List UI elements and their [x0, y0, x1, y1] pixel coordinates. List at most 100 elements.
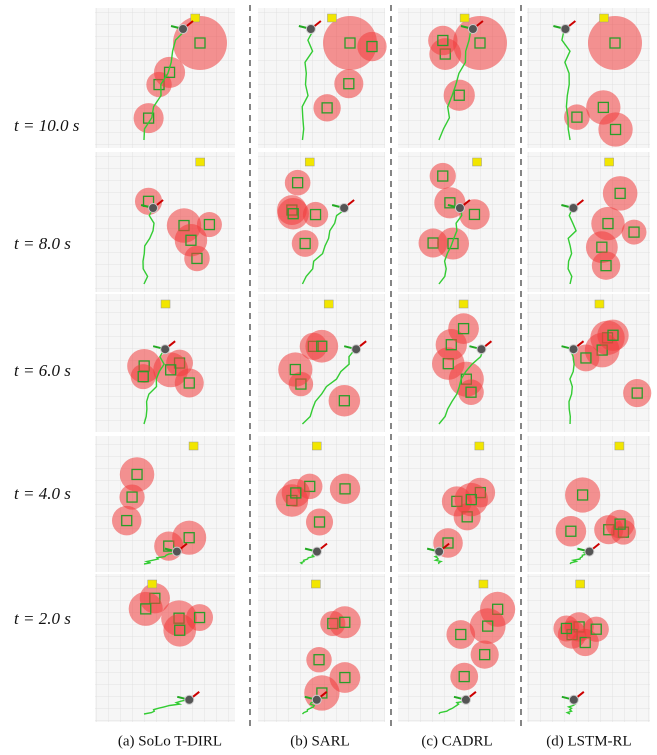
- human-area: [175, 224, 207, 256]
- human-area: [292, 230, 319, 257]
- human-area: [597, 320, 628, 351]
- robot: [312, 547, 321, 556]
- figure: t = 10.0 st = 8.0 st = 6.0 st = 4.0 st =…: [0, 0, 657, 755]
- human-area: [154, 57, 185, 88]
- robot: [569, 345, 578, 354]
- robot: [455, 204, 464, 213]
- goal: [327, 14, 336, 22]
- human-area: [163, 614, 196, 647]
- snapshot: [527, 294, 651, 432]
- human-area: [622, 220, 647, 245]
- robot: [161, 345, 170, 354]
- goal: [148, 580, 157, 588]
- human-area: [556, 516, 587, 547]
- human-area: [306, 508, 333, 535]
- human-area: [588, 16, 642, 70]
- snapshot: [527, 436, 650, 572]
- goal: [189, 442, 198, 450]
- snapshot: [398, 8, 515, 148]
- goal: [473, 158, 482, 166]
- human-area: [285, 170, 311, 196]
- goal: [324, 300, 333, 308]
- robot: [461, 695, 470, 704]
- human-area: [584, 617, 609, 642]
- goal: [312, 442, 321, 450]
- snapshot: [398, 574, 515, 722]
- robot: [569, 695, 578, 704]
- goal: [479, 580, 488, 588]
- human-area: [334, 69, 363, 98]
- column-caption: (a) SoLo T-DIRL: [118, 733, 222, 749]
- goal: [459, 300, 468, 308]
- human-area: [303, 202, 328, 227]
- row-label: t = 6.0 s: [14, 361, 71, 380]
- robot: [477, 345, 486, 354]
- human-area: [437, 228, 469, 260]
- snapshot: [258, 152, 385, 292]
- human-area: [329, 606, 361, 638]
- snapshot: [398, 436, 515, 572]
- row-label: t = 10.0 s: [14, 116, 80, 135]
- snapshot: [95, 152, 235, 292]
- goal: [605, 158, 614, 166]
- goal: [460, 14, 469, 22]
- human-area: [603, 176, 638, 211]
- goal: [475, 442, 484, 450]
- human-area: [282, 479, 310, 507]
- robot: [306, 25, 315, 34]
- robot: [149, 204, 158, 213]
- snapshot: [258, 294, 385, 432]
- human-area: [606, 510, 635, 539]
- goal: [599, 14, 608, 22]
- goal: [305, 158, 314, 166]
- human-area: [428, 26, 457, 55]
- human-area: [173, 16, 227, 70]
- snapshot: [95, 294, 235, 432]
- human-area: [450, 663, 478, 691]
- column-caption: (d) LSTM-RL: [546, 733, 631, 749]
- panels: [95, 8, 651, 722]
- robot: [468, 25, 477, 34]
- robot: [569, 204, 578, 213]
- robot: [340, 204, 349, 213]
- human-area: [470, 608, 506, 644]
- human-area: [592, 251, 620, 279]
- robot: [312, 695, 321, 704]
- human-area: [112, 506, 142, 536]
- snapshot: [258, 8, 387, 148]
- goal: [595, 300, 604, 308]
- human-area: [623, 379, 651, 407]
- snapshot: [95, 436, 235, 572]
- row-label: t = 2.0 s: [14, 609, 71, 628]
- human-area: [430, 163, 456, 189]
- human-area: [305, 330, 338, 363]
- robot: [185, 695, 194, 704]
- human-area: [458, 379, 484, 405]
- goal: [311, 580, 320, 588]
- snapshot: [398, 152, 515, 292]
- human-area: [586, 90, 620, 124]
- human-area: [134, 103, 164, 133]
- snapshot: [398, 294, 515, 432]
- human-area: [129, 592, 163, 626]
- snapshot: [527, 8, 650, 148]
- human-area: [591, 207, 624, 240]
- human-area: [357, 32, 386, 61]
- human-area: [175, 368, 204, 397]
- column-caption: (b) SARL: [290, 733, 350, 749]
- robot: [561, 25, 570, 34]
- human-area: [304, 675, 339, 710]
- snapshot: [527, 574, 650, 722]
- snapshot: [95, 8, 235, 148]
- robot: [435, 547, 444, 556]
- snapshot: [258, 436, 385, 572]
- human-area: [329, 385, 361, 417]
- row-label: t = 8.0 s: [14, 234, 71, 253]
- robot: [172, 547, 181, 556]
- goal: [576, 580, 585, 588]
- goal: [161, 300, 170, 308]
- robot: [585, 547, 594, 556]
- human-area: [306, 647, 331, 672]
- goal: [196, 158, 205, 166]
- human-area: [448, 313, 479, 344]
